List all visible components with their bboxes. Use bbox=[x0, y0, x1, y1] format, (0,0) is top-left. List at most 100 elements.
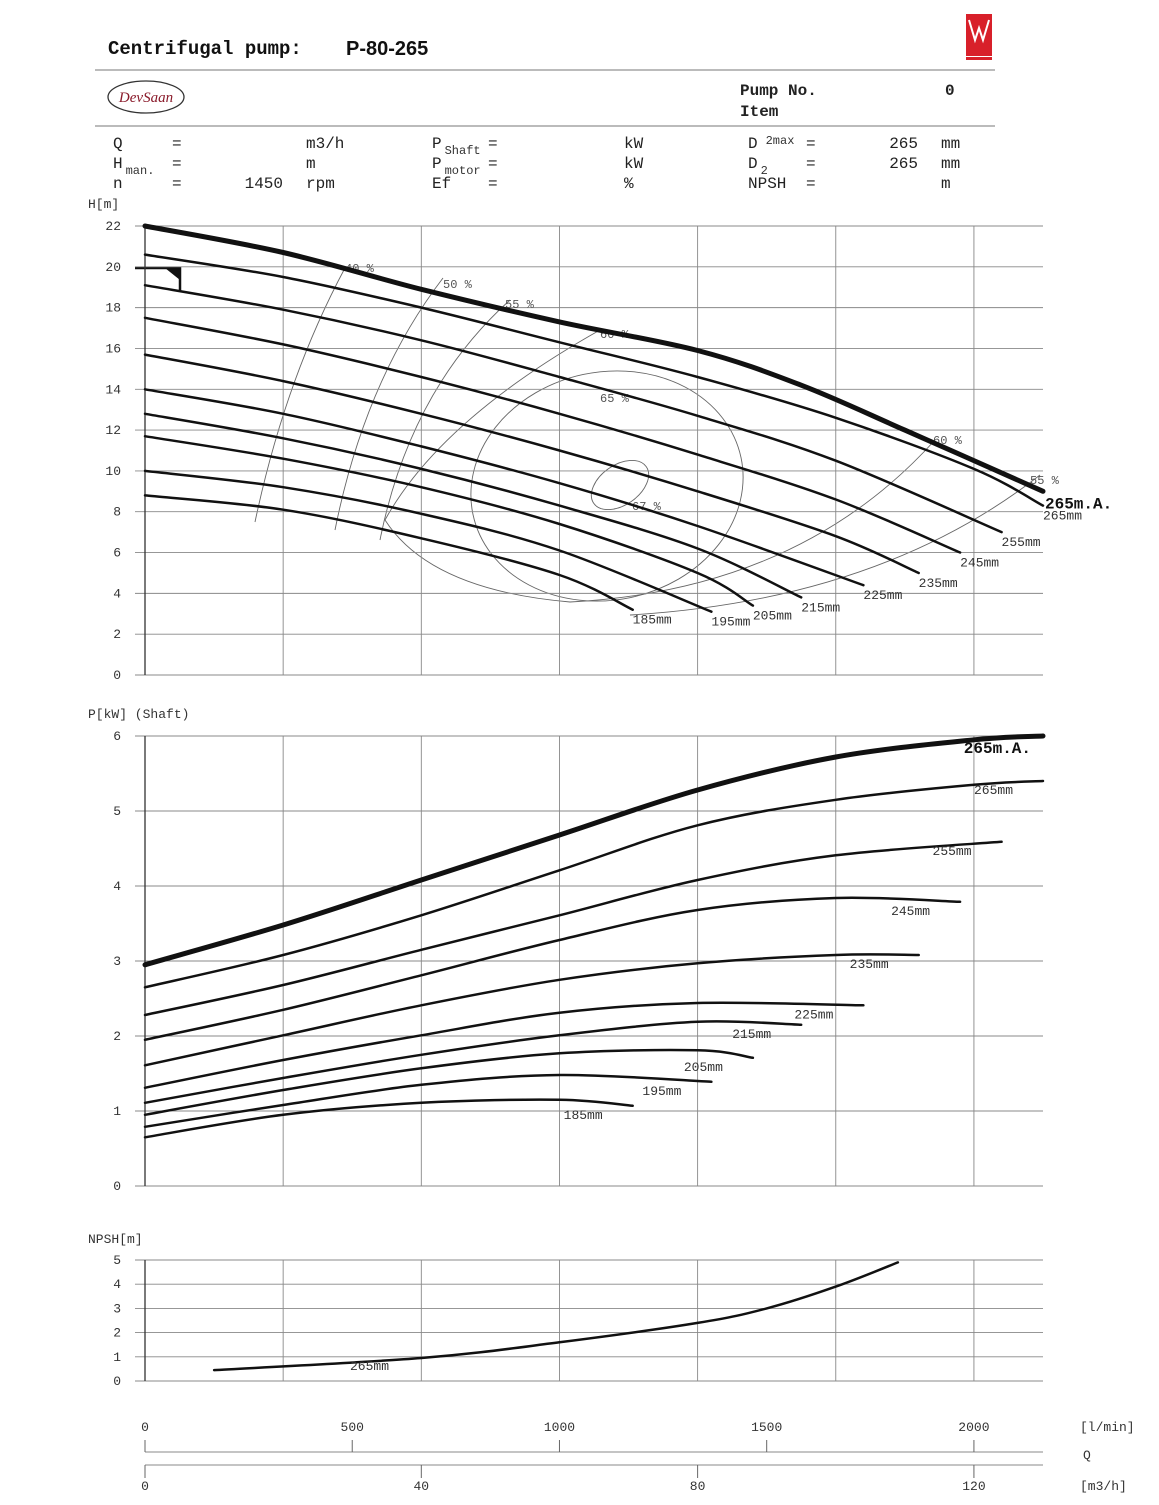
field-eq: = bbox=[488, 175, 498, 193]
y-tick-label: 12 bbox=[105, 423, 121, 438]
duty-marker bbox=[165, 268, 180, 280]
curve bbox=[143, 353, 920, 575]
y-tick-label: 22 bbox=[105, 219, 121, 234]
field-unit: rpm bbox=[306, 175, 335, 193]
field-eq: = bbox=[172, 175, 182, 193]
y-tick-label: 6 bbox=[113, 729, 121, 744]
pump-model: P-80-265 bbox=[346, 38, 428, 60]
field-eq: = bbox=[488, 155, 498, 173]
logo-oval bbox=[107, 80, 185, 114]
y-tick-label: 5 bbox=[113, 804, 121, 819]
curve bbox=[143, 412, 803, 599]
curve bbox=[143, 779, 1045, 989]
x-tick-label: 1500 bbox=[751, 1420, 782, 1435]
curve bbox=[142, 223, 1046, 494]
brand-logo bbox=[966, 14, 992, 60]
field-label: D bbox=[748, 135, 758, 153]
sheet-title: Centrifugal pump: bbox=[108, 38, 302, 60]
field-label: Q bbox=[113, 135, 123, 153]
field-sub: Shaft bbox=[445, 144, 481, 158]
curve bbox=[143, 840, 1003, 1017]
curve-label: 215mm bbox=[732, 1027, 771, 1042]
field-label: D bbox=[748, 155, 758, 173]
curve bbox=[143, 1048, 755, 1117]
field-value: 265 bbox=[889, 155, 918, 173]
pump-no: 0 bbox=[945, 82, 955, 100]
iso-line bbox=[334, 277, 444, 531]
field-label: Ef bbox=[432, 175, 451, 193]
curve-label: 235mm bbox=[919, 576, 958, 591]
y-tick-label: 4 bbox=[113, 586, 121, 601]
field-eq: = bbox=[172, 155, 182, 173]
x-tick-label: 500 bbox=[341, 1420, 364, 1435]
curve-label: 215mm bbox=[801, 600, 840, 615]
curve-label: 185mm bbox=[564, 1108, 603, 1123]
y-tick-label: 2 bbox=[113, 1326, 121, 1341]
field-sup: 2max bbox=[766, 134, 795, 148]
iso-line bbox=[629, 474, 1041, 616]
field-label: P bbox=[432, 155, 442, 173]
x-tick-label: 80 bbox=[690, 1479, 706, 1494]
x-tick-label: 1000 bbox=[544, 1420, 575, 1435]
y-tick-label: 2 bbox=[113, 627, 121, 642]
field-eq: = bbox=[806, 175, 816, 193]
curve-label: 265mm bbox=[350, 1359, 389, 1374]
field-eq: = bbox=[488, 135, 498, 153]
y-tick-label: 20 bbox=[105, 260, 121, 275]
field-unit: kW bbox=[624, 135, 644, 153]
curve bbox=[143, 283, 1003, 534]
y-axis-label: NPSH[m] bbox=[88, 1232, 143, 1247]
x-axis-label: Q bbox=[1083, 1448, 1091, 1463]
y-tick-label: 0 bbox=[113, 668, 121, 683]
curve-label: 205mm bbox=[684, 1060, 723, 1075]
curve bbox=[143, 896, 962, 1042]
y-axis-label: H[m] bbox=[88, 197, 119, 212]
y-tick-label: 16 bbox=[105, 341, 121, 356]
x-axis-unit: [m3/h] bbox=[1080, 1479, 1127, 1494]
curve bbox=[143, 316, 962, 554]
field-label: n bbox=[113, 175, 123, 193]
y-axis-label: P[kW] (Shaft) bbox=[88, 707, 189, 722]
field-unit: m bbox=[941, 175, 951, 193]
curve-label: 225mm bbox=[794, 1007, 833, 1022]
curve bbox=[143, 1001, 865, 1090]
field-label: NPSH bbox=[748, 175, 786, 193]
field-sub: man. bbox=[126, 164, 155, 178]
curve bbox=[212, 1261, 900, 1372]
y-tick-label: 6 bbox=[113, 546, 121, 561]
curve-label: 195mm bbox=[711, 615, 750, 630]
curve-label: 265m.A. bbox=[964, 740, 1031, 758]
pump-no-label: Pump No. bbox=[740, 82, 817, 100]
field-unit: m3/h bbox=[306, 135, 344, 153]
curve-label: 255mm bbox=[933, 844, 972, 859]
curve bbox=[143, 469, 713, 613]
iso-oval bbox=[590, 459, 650, 511]
logo-text: DevSaan bbox=[118, 90, 173, 106]
efficiency-label: 65 % bbox=[600, 392, 630, 406]
y-tick-label: 4 bbox=[113, 1277, 121, 1292]
efficiency-label: 50 % bbox=[443, 278, 473, 292]
curve bbox=[143, 388, 865, 587]
y-tick-label: 18 bbox=[105, 301, 121, 316]
field-unit: m bbox=[306, 155, 316, 173]
field-eq: = bbox=[172, 135, 182, 153]
iso-line bbox=[254, 267, 346, 523]
x-tick-label: 2000 bbox=[958, 1420, 989, 1435]
curve-label: 225mm bbox=[863, 588, 902, 603]
y-tick-label: 3 bbox=[113, 1301, 121, 1316]
item-label: Item bbox=[740, 103, 779, 121]
field-sub: motor bbox=[445, 164, 481, 178]
y-tick-label: 2 bbox=[113, 1029, 121, 1044]
curve bbox=[143, 953, 920, 1067]
curve bbox=[143, 434, 755, 607]
curve-label: 265mm bbox=[1043, 509, 1082, 524]
efficiency-label: 55 % bbox=[505, 298, 535, 312]
y-tick-label: 1 bbox=[113, 1350, 121, 1365]
curve-label: 245mm bbox=[891, 904, 930, 919]
y-tick-label: 5 bbox=[113, 1253, 121, 1268]
field-eq: = bbox=[806, 155, 816, 173]
y-tick-label: 8 bbox=[113, 505, 121, 520]
x-axis-unit: [l/min] bbox=[1080, 1420, 1135, 1435]
